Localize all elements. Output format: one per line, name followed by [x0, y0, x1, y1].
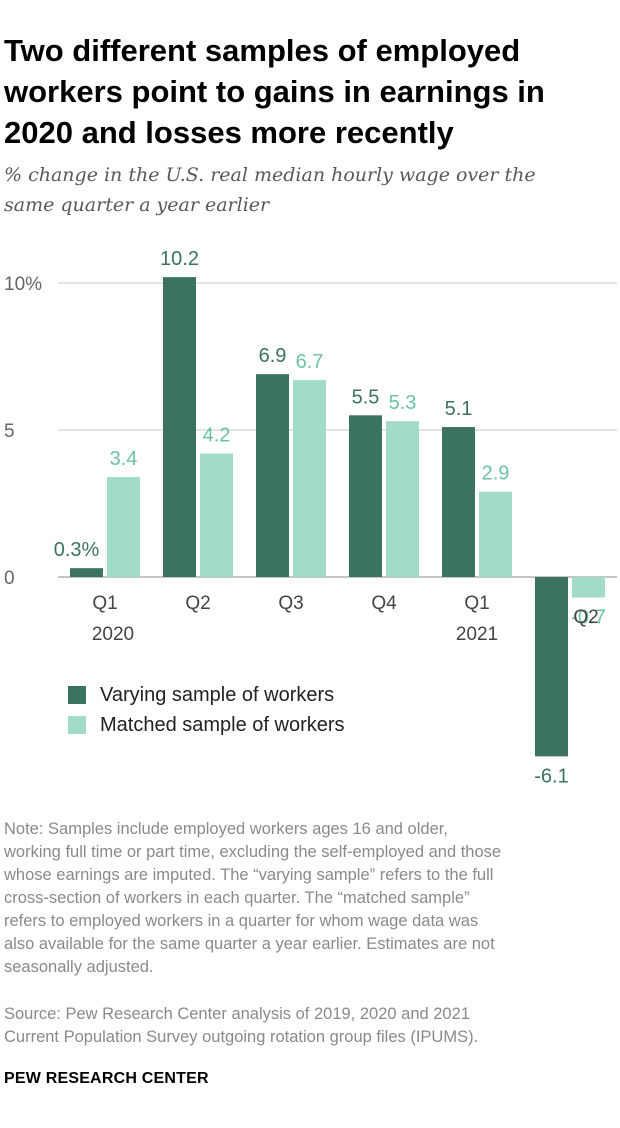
value-label-varying: 5.5: [352, 386, 380, 408]
legend-label-matched: Matched sample of workers: [100, 713, 345, 736]
value-label-matched: 4.2: [203, 425, 231, 447]
chart-title-line: 2020 and losses more recently: [4, 115, 454, 150]
x-tick-label: Q2: [573, 607, 598, 628]
bar-varying: [535, 577, 568, 757]
source: Source: Pew Research Center analysis of …: [4, 1003, 618, 1049]
gridlines: [58, 282, 617, 578]
year-label: 2020: [92, 624, 134, 645]
chart-title: Two different samples of employed worker…: [4, 30, 604, 153]
x-tick-label: Q3: [278, 593, 303, 614]
legend-swatch-varying: [68, 686, 86, 704]
note-line: also available for the same quarter a ye…: [4, 935, 495, 953]
bar-chart: 0.3% 10.2 6.9 5.5 5.1 -6.1 3.4 4.2 6.7 5.3 2.9 -0.7…: [4, 248, 617, 787]
bar-matched: [107, 477, 140, 577]
legend-swatch-matched: [68, 716, 86, 734]
bar-matched: [293, 380, 326, 577]
value-labels: 0.3% 10.2 6.9 5.5 5.1 -6.1 3.4 4.2 6.7 5.3 2.9 -0.7: [54, 248, 606, 787]
value-label-matched: 6.7: [296, 351, 324, 373]
legend-item-matched: Matched sample of workers: [68, 710, 345, 740]
bar-matched: [200, 453, 233, 577]
bars: [70, 277, 605, 757]
chart-title-line: workers point to gains in earnings in: [4, 74, 545, 109]
bar-varying: [70, 568, 103, 577]
axis-labels: 0 5 10% Q1 Q2 Q3 Q4 Q1 Q2 2020 2021: [4, 274, 599, 645]
chart-title-line: Two different samples of employed: [4, 33, 521, 68]
note-line: cross-section of workers in each quarter…: [4, 889, 470, 907]
source-line: Source: Pew Research Center analysis of …: [4, 1005, 470, 1023]
value-label-matched: 2.9: [482, 463, 510, 485]
note-line: Note: Samples include employed workers a…: [4, 820, 448, 838]
value-label-matched: 5.3: [389, 392, 417, 414]
x-tick-label: Q1: [92, 593, 117, 614]
note-line: working full time or part time, excludin…: [4, 843, 502, 861]
value-label-varying: -6.1: [534, 765, 568, 787]
x-tick-label: Q2: [185, 593, 210, 614]
note: Note: Samples include employed workers a…: [4, 818, 618, 979]
value-label-varying: 0.3%: [54, 539, 100, 561]
bar-varying: [256, 374, 289, 577]
bar-matched: [386, 421, 419, 577]
x-tick-label: Q1: [464, 593, 489, 614]
chart-subtitle-line: same quarter a year earlier: [4, 194, 270, 216]
year-label: 2021: [456, 624, 498, 645]
value-label-varying: 5.1: [445, 398, 473, 420]
bar-varying: [442, 427, 475, 577]
y-tick-label: 10%: [4, 274, 42, 295]
value-label-matched: -0.7: [571, 607, 605, 629]
legend: Varying sample of workers Matched sample…: [68, 680, 345, 740]
source-line: Current Population Survey outgoing rotat…: [4, 1028, 479, 1046]
bar-varying: [349, 415, 382, 577]
bar-matched: [479, 491, 512, 577]
brand-footer: PEW RESEARCH CENTER: [4, 1070, 209, 1087]
chart-subtitle: % change in the U.S. real median hourly …: [4, 160, 614, 220]
value-label-matched: 3.4: [110, 448, 138, 470]
value-label-varying: 6.9: [259, 345, 287, 367]
x-tick-label: Q4: [371, 593, 397, 614]
note-line: whose earnings are imputed. The “varying…: [4, 866, 494, 884]
chart-subtitle-line: % change in the U.S. real median hourly …: [4, 164, 536, 186]
legend-label-varying: Varying sample of workers: [100, 683, 335, 706]
y-tick-label: 0: [4, 568, 15, 589]
bar-varying: [163, 277, 196, 577]
legend-item-varying: Varying sample of workers: [68, 680, 345, 710]
bar-matched: [572, 577, 605, 598]
y-tick-label: 5: [4, 421, 15, 442]
value-label-varying: 10.2: [160, 248, 199, 270]
note-line: seasonally adjusted.: [4, 958, 154, 976]
note-line: refers to employed workers in a quarter …: [4, 912, 479, 930]
